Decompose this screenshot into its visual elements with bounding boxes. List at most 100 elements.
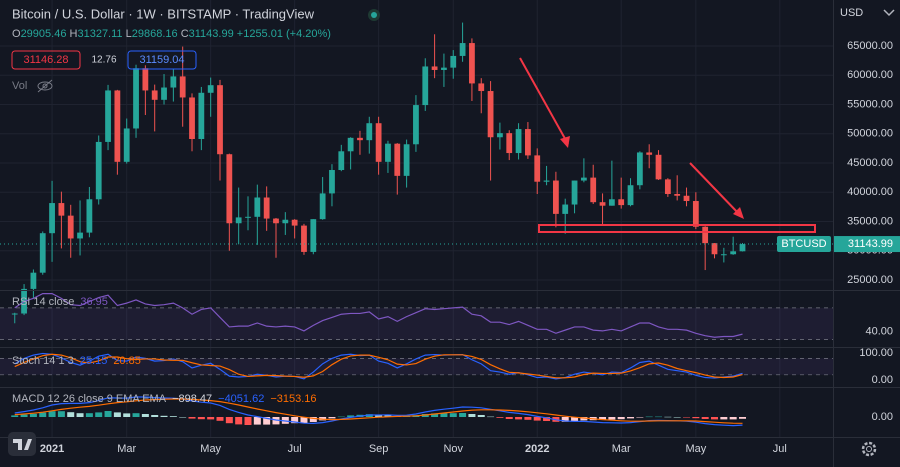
- candle-body: [226, 154, 233, 224]
- histogram-bar: [263, 417, 271, 425]
- candle-body: [39, 233, 46, 273]
- indicator-name: MACD 12 26 close 9 EMA EMA: [12, 393, 167, 405]
- candle-body: [385, 143, 391, 162]
- histogram-bar: [132, 413, 140, 417]
- x-tick-label: Mar: [117, 443, 136, 455]
- candle-body: [189, 97, 195, 140]
- histogram-bar: [347, 415, 355, 417]
- y-tick-label: 0.00: [872, 374, 893, 386]
- histogram-bar: [543, 417, 551, 421]
- histogram-bar: [169, 416, 177, 417]
- sell-button[interactable]: [11, 50, 81, 70]
- histogram-bar: [636, 417, 644, 418]
- histogram-bar: [664, 416, 672, 418]
- candle-body: [441, 67, 447, 70]
- candle-body: [301, 225, 307, 252]
- histogram-bar: [95, 412, 103, 417]
- histogram-bar: [11, 415, 19, 417]
- candle-body: [329, 170, 335, 194]
- histogram-bar: [244, 417, 252, 425]
- hide-icon[interactable]: [37, 79, 53, 93]
- candle-body: [562, 204, 569, 214]
- y-tick-label: 50000.00: [847, 128, 893, 140]
- candle-body: [291, 219, 298, 226]
- candle-body: [49, 203, 55, 234]
- ohlc-prefix: H: [70, 28, 78, 40]
- plot: [0, 22, 833, 427]
- x-tick-label: Jul: [773, 443, 787, 455]
- histogram-bar: [57, 411, 65, 417]
- spread: 12.76: [91, 55, 116, 66]
- macd-line: [14, 396, 743, 427]
- indicator-legend: Stoch 14 1 3 25.15 20.85: [12, 355, 141, 367]
- drawn-arrow[interactable]: [519, 57, 569, 145]
- status-dot: [371, 12, 377, 18]
- histogram-bar: [561, 417, 569, 422]
- candle-body: [11, 313, 18, 315]
- indicator-name: RSI 14 close: [12, 296, 74, 308]
- ohlc-prefix: L: [126, 28, 132, 40]
- histogram-bar: [253, 417, 261, 425]
- x-tick-label: Jul: [288, 443, 302, 455]
- histogram-bar: [39, 412, 47, 417]
- x-tick-label: 2021: [40, 443, 64, 455]
- ohlc-value: 29905.46: [21, 28, 67, 40]
- y-tick-label: 100.00: [859, 347, 893, 359]
- candle-body: [95, 141, 102, 200]
- candle-body: [198, 92, 205, 140]
- histogram-bar: [701, 417, 709, 419]
- candle-body: [664, 179, 671, 194]
- histogram-bar: [440, 413, 448, 417]
- histogram-bar: [337, 416, 345, 418]
- histogram-bar: [468, 414, 476, 417]
- histogram-bar: [179, 417, 187, 418]
- ohlc-value: 31143.99: [189, 28, 234, 40]
- candle-body: [245, 216, 251, 218]
- candle-body: [720, 254, 727, 256]
- buy-button[interactable]: [127, 50, 197, 70]
- arrow-head: [560, 136, 570, 148]
- signal-line: [14, 398, 743, 424]
- histogram-bar: [375, 414, 383, 417]
- indicator-value: 25.15: [80, 355, 108, 367]
- candle-body: [347, 137, 354, 152]
- candle-body: [543, 180, 550, 182]
- change: +1255.01 (+4.20%): [237, 28, 331, 40]
- x-tick-label: May: [685, 443, 706, 455]
- ohlc-prefix: C: [181, 28, 189, 40]
- symbol-tag: [777, 236, 831, 253]
- currency-menu[interactable]: [883, 9, 895, 17]
- histogram-bar: [291, 417, 299, 424]
- candle-body: [618, 199, 625, 206]
- x-tick-label: Sep: [369, 443, 389, 455]
- price-tag: [834, 236, 900, 253]
- histogram-bar: [141, 414, 149, 417]
- indicator-legend: RSI 14 close 36.95: [12, 296, 108, 308]
- candle-body: [217, 85, 223, 155]
- drawn-arrow[interactable]: [689, 162, 741, 216]
- settings-icon[interactable]: [861, 441, 877, 457]
- candle-body: [123, 128, 130, 162]
- candle-body: [30, 272, 37, 289]
- histogram-bar: [272, 417, 280, 425]
- y-tick-label: 60000.00: [847, 69, 893, 81]
- candle-body: [77, 232, 83, 239]
- histogram-bar: [571, 417, 579, 422]
- x-tick-label: Mar: [612, 443, 631, 455]
- symbol-label: BTCUSD: [781, 238, 826, 250]
- histogram-bar: [673, 417, 681, 418]
- candle-body: [179, 76, 186, 98]
- candle-body: [497, 133, 503, 138]
- candle-body: [590, 177, 597, 203]
- histogram-bar: [20, 414, 28, 417]
- stoch-d-line: [14, 353, 743, 379]
- indicator-value: −3153.16: [270, 393, 316, 405]
- candle-body: [366, 123, 373, 141]
- candle-body: [133, 68, 139, 129]
- drawn-rectangle[interactable]: [538, 224, 816, 233]
- histogram-bar: [216, 417, 224, 421]
- histogram-bar: [328, 417, 336, 419]
- candle-body: [506, 133, 513, 154]
